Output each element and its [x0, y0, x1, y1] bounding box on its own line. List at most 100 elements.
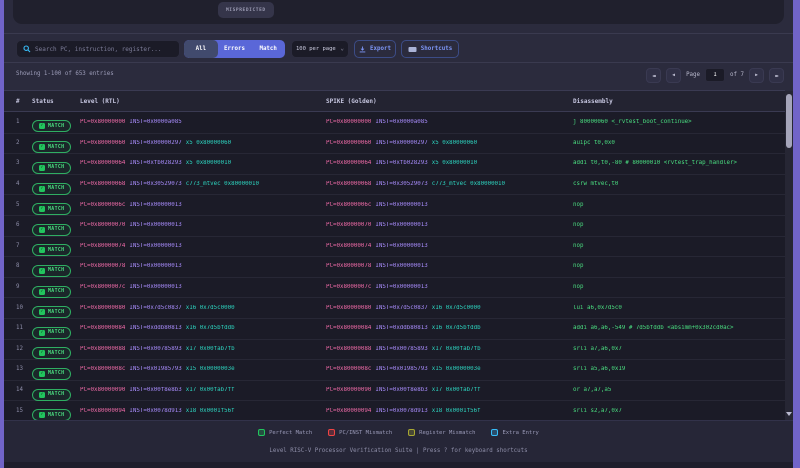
table-row[interactable]: 8 ✓ MATCH PC=0x80000078 INST=0x00000013 P…: [4, 256, 785, 277]
last-page-button[interactable]: ▶▶: [769, 67, 784, 83]
next-page-button[interactable]: ▶: [749, 67, 764, 83]
mispredicted-button[interactable]: MISPREDICTED: [218, 2, 274, 18]
rtl-pc-value: PC=0x80000084: [80, 325, 126, 332]
rtl-pc-value: PC=0x80000064: [80, 160, 126, 167]
check-icon: ✓: [39, 370, 45, 377]
spike-cell: PC=0x80000078 INST=0x00000013: [324, 263, 566, 269]
table-row[interactable]: 3 ✓ MATCH PC=0x80000064 INST=0xfb028293 x5…: [4, 153, 785, 174]
page-size-select[interactable]: 100 per page ⌄: [291, 40, 349, 58]
spike-register-value: x17 0x00fab7ff: [431, 387, 481, 394]
spike-pc-value: PC=0x80000078: [326, 263, 372, 270]
export-button[interactable]: Export: [354, 40, 396, 58]
search-box[interactable]: [16, 40, 180, 58]
rtl-register-value: x16 0x7d5c0000: [185, 304, 235, 311]
rtl-inst-value: INST=0xfb028293: [129, 160, 182, 167]
check-icon: ✓: [39, 185, 45, 192]
rtl-cell: PC=0x80000094 INST=0x0078d913 x18 0x0001f5…: [78, 408, 324, 414]
disassembly-cell: addi a6,a6,-549 # 7d5bfddb <absimm+0x302…: [573, 325, 734, 332]
table-body: 1 ✓ MATCH PC=0x80000000 INST=0x0000a085 P…: [4, 112, 785, 422]
status-badge-label: MATCH: [48, 123, 65, 129]
results-count-text: Showing 1-100 of 653 entries: [16, 71, 114, 77]
disassembly-cell: nop: [573, 222, 584, 229]
status-badge-label: MATCH: [48, 350, 65, 356]
header-disassembly: Disassembly: [573, 97, 613, 105]
row-number: 12: [16, 345, 23, 352]
rtl-cell: PC=0x80000084 INST=0xddb80813 x16 0x7d5bfd…: [78, 325, 324, 331]
rtl-inst-value: INST=0x0078d913: [129, 407, 182, 414]
spike-register-value: x17 0x00fab7fb: [431, 345, 481, 352]
rtl-inst-value: INST=0x7d5c0837: [129, 304, 182, 311]
status-badge: ✓ MATCH: [32, 306, 72, 319]
divider: [4, 33, 793, 34]
check-icon: ✓: [39, 288, 45, 295]
shortcuts-button[interactable]: Shortcuts: [401, 40, 459, 58]
spike-pc-value: PC=0x80000000: [326, 118, 372, 125]
table-row[interactable]: 6 ✓ MATCH PC=0x80000070 INST=0x00000013 P…: [4, 214, 785, 236]
prev-page-button[interactable]: ◀: [666, 67, 682, 83]
table-row[interactable]: 5 ✓ MATCH PC=0x8000006c INST=0x00000013 P…: [4, 194, 785, 216]
check-icon: ✓: [39, 164, 45, 171]
check-icon: ✓: [39, 267, 45, 274]
rtl-register-value: x5 0x80000060: [185, 139, 232, 146]
first-page-button[interactable]: ◀◀: [646, 67, 662, 83]
disassembly-cell: lui a6,0x7d5c0: [573, 304, 622, 311]
row-number: 14: [16, 387, 23, 394]
spike-cell: PC=0x80000080 INST=0x7d5c0837 x16 0x7d5c00…: [324, 305, 566, 311]
table-row[interactable]: 9 ✓ MATCH PC=0x8000007c INST=0x00000013 P…: [4, 276, 785, 298]
rtl-register-value: x17 0x00fab7ff: [185, 387, 235, 394]
spike-cell: PC=0x80000074 INST=0x00000013: [324, 243, 566, 249]
scrollbar-thumb[interactable]: [786, 94, 792, 148]
legend: Perfect Match PC/INST Mismatch Register …: [4, 429, 793, 436]
rtl-pc-value: PC=0x80000070: [80, 222, 126, 229]
spike-inst-value: INST=0x0000a085: [375, 118, 428, 125]
table-row[interactable]: 7 ✓ MATCH PC=0x80000074 INST=0x00000013 P…: [4, 235, 785, 257]
check-icon: ✓: [39, 226, 45, 233]
table-row[interactable]: 13 ✓ MATCH PC=0x8000008c INST=0x01985793 x…: [4, 359, 785, 380]
divider: [4, 62, 793, 63]
status-cell: ✓ MATCH: [32, 235, 78, 257]
table-scrollbar[interactable]: [785, 91, 793, 420]
perfect-match-swatch-icon: [258, 429, 266, 436]
rtl-register-value: x16 0x7d5bfddb: [185, 325, 235, 332]
table-row[interactable]: 11 ✓ MATCH PC=0x80000084 INST=0xddb80813 x…: [4, 317, 785, 339]
rtl-pc-value: PC=0x80000094: [80, 407, 126, 414]
spike-register-value: x16 0x7d5bfddb: [431, 325, 481, 332]
filter-match-button[interactable]: Match: [251, 40, 285, 58]
check-icon: ✓: [39, 206, 45, 213]
spike-pc-value: PC=0x80000088: [326, 345, 372, 352]
table-row[interactable]: 2 ✓ MATCH PC=0x80000060 INST=0x00000297 x5…: [4, 132, 785, 154]
spike-inst-value: INST=0x00000013: [375, 222, 428, 229]
rtl-cell: PC=0x80000080 INST=0x7d5c0837 x16 0x7d5c00…: [78, 305, 324, 311]
check-icon: ✓: [39, 350, 45, 357]
status-badge-label: MATCH: [48, 227, 65, 233]
search-input[interactable]: [35, 45, 165, 53]
filter-errors-button[interactable]: Errors: [218, 40, 252, 58]
footer-status-line: Level RISC-V Processor Verification Suit…: [4, 448, 793, 454]
rtl-inst-value: INST=0xddb80813: [129, 325, 182, 332]
row-number: 3: [16, 160, 20, 167]
spike-pc-value: PC=0x80000084: [326, 325, 372, 332]
status-cell: ✓ MATCH: [32, 111, 78, 133]
status-badge-label: MATCH: [48, 412, 65, 418]
spike-cell: PC=0x80000060 INST=0x00000297 x5 0x8000006…: [324, 140, 566, 146]
export-label: Export: [370, 46, 391, 52]
status-badge: ✓ MATCH: [32, 203, 72, 216]
table-row[interactable]: 14 ✓ MATCH PC=0x80000090 INST=0x00f8e8b3 x…: [4, 379, 785, 401]
table-row[interactable]: 1 ✓ MATCH PC=0x80000000 INST=0x0000a085 P…: [4, 112, 785, 133]
page-number-input[interactable]: [705, 68, 726, 82]
status-badge: ✓ MATCH: [32, 264, 72, 277]
spike-cell: PC=0x80000000 INST=0x0000a085: [324, 119, 566, 125]
rtl-register-value: x17 0x00fab7fb: [185, 345, 235, 352]
extra-entry-swatch-icon: [491, 429, 499, 436]
table-row[interactable]: 4 ✓ MATCH PC=0x80000068 INST=0x30529073 c7…: [4, 173, 785, 195]
status-cell: ✓ MATCH: [32, 132, 78, 154]
scrollbar-down-arrow-icon[interactable]: [786, 412, 792, 416]
spike-inst-value: INST=0xfb028293: [375, 160, 428, 167]
table-row[interactable]: 10 ✓ MATCH PC=0x80000080 INST=0x7d5c0837 x…: [4, 297, 785, 319]
rtl-cell: PC=0x8000008c INST=0x01985793 x15 0x000000…: [78, 366, 324, 372]
row-number: 13: [16, 366, 23, 373]
rtl-cell: PC=0x80000064 INST=0xfb028293 x5 0x8000001…: [78, 160, 324, 166]
table-row[interactable]: 15 ✓ MATCH PC=0x80000094 INST=0x0078d913 x…: [4, 400, 785, 422]
filter-all-button[interactable]: All: [184, 40, 218, 58]
table-row[interactable]: 12 ✓ MATCH PC=0x80000088 INST=0x00785893 x…: [4, 338, 785, 360]
